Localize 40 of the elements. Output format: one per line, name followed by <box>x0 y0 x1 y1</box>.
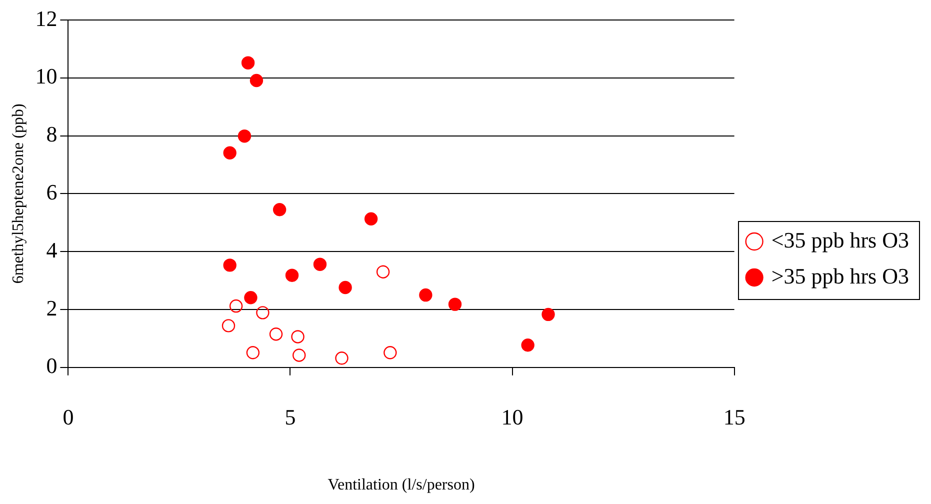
point <box>256 306 270 320</box>
y-tick-label: 4 <box>46 237 58 262</box>
point <box>229 299 243 313</box>
x-tick-label: 0 <box>62 404 74 430</box>
y-tick-label: 0 <box>46 353 58 378</box>
y-tick-label: 8 <box>46 122 58 147</box>
y-tick-label: 2 <box>46 295 58 320</box>
point <box>285 268 299 282</box>
point <box>238 129 252 143</box>
point <box>244 291 258 304</box>
point <box>292 348 306 362</box>
point <box>223 258 236 272</box>
y-tick-label: 12 <box>35 6 58 31</box>
point <box>269 328 283 341</box>
x-tick-label: 5 <box>284 404 296 430</box>
point <box>313 258 327 271</box>
point <box>542 308 555 322</box>
point <box>335 352 348 365</box>
point <box>419 288 432 302</box>
y-axis-title: 6methyl5heptene2one (ppb) <box>10 104 27 284</box>
point <box>291 330 304 344</box>
legend-label: >35 ppb hrs O3 <box>771 263 910 288</box>
point <box>246 346 260 360</box>
point <box>521 338 534 352</box>
point <box>222 319 236 332</box>
point <box>338 280 352 294</box>
point <box>272 203 286 216</box>
x-tick-label: 15 <box>723 404 746 430</box>
point <box>223 146 236 160</box>
y-tick-label: 10 <box>35 64 58 89</box>
x-axis-title: Ventilation (l/s/person) <box>328 476 475 494</box>
point <box>241 56 255 70</box>
point <box>448 298 462 311</box>
legend-label: <35 ppb hrs O3 <box>771 227 910 252</box>
y-tick-label: 6 <box>46 179 58 204</box>
point <box>364 212 378 226</box>
x-tick-label: 10 <box>501 404 524 430</box>
point <box>250 74 264 88</box>
point <box>384 346 397 360</box>
point <box>376 265 390 278</box>
